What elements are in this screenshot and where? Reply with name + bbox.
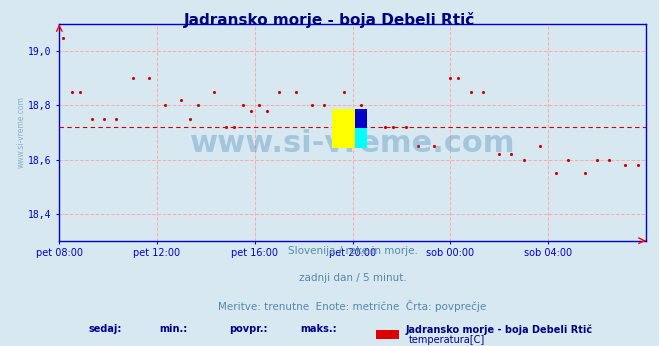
FancyBboxPatch shape — [332, 109, 355, 148]
Text: min.:: min.: — [159, 324, 187, 334]
Text: Jadransko morje - boja Debeli Rtič: Jadransko morje - boja Debeli Rtič — [184, 12, 475, 28]
Text: Meritve: trenutne  Enote: metrične  Črta: povprečje: Meritve: trenutne Enote: metrične Črta: … — [218, 300, 487, 312]
Text: www.si-vreme.com: www.si-vreme.com — [190, 129, 515, 158]
Text: sedaj:: sedaj: — [88, 324, 122, 334]
Text: maks.:: maks.: — [300, 324, 336, 334]
Text: povpr.:: povpr.: — [229, 324, 268, 334]
Text: zadnji dan / 5 minut.: zadnji dan / 5 minut. — [299, 273, 407, 283]
Text: temperatura[C]: temperatura[C] — [409, 335, 484, 345]
Text: www.si-vreme.com: www.si-vreme.com — [16, 97, 26, 169]
Text: Jadransko morje - boja Debeli Rtič: Jadransko morje - boja Debeli Rtič — [405, 324, 592, 335]
FancyBboxPatch shape — [376, 330, 399, 345]
FancyBboxPatch shape — [355, 128, 367, 148]
Text: Slovenija / reke in morje.: Slovenija / reke in morje. — [287, 246, 418, 256]
FancyBboxPatch shape — [355, 109, 367, 128]
